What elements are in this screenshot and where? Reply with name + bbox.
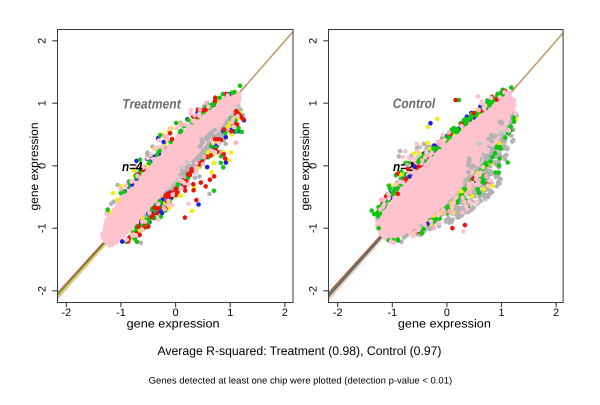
svg-text:-2: -2 xyxy=(61,307,71,319)
svg-text:-2: -2 xyxy=(333,307,343,319)
svg-text:-1: -1 xyxy=(308,223,320,233)
svg-text:0: 0 xyxy=(444,307,450,319)
svg-text:Treatment: Treatment xyxy=(122,97,181,112)
svg-text:2: 2 xyxy=(37,38,49,44)
svg-text:gene expression: gene expression xyxy=(27,123,41,211)
svg-text:Control: Control xyxy=(393,96,437,111)
svg-text:0: 0 xyxy=(308,163,320,169)
svg-text:2: 2 xyxy=(282,307,288,319)
svg-text:1: 1 xyxy=(37,100,49,106)
svg-text:Genes detected at least one ch: Genes detected at least one chip were pl… xyxy=(149,375,453,385)
svg-text:-2: -2 xyxy=(308,286,320,296)
svg-text:1: 1 xyxy=(498,307,504,319)
svg-text:n=2: n=2 xyxy=(393,159,414,174)
svg-text:0: 0 xyxy=(173,307,179,319)
svg-text:-2: -2 xyxy=(37,286,49,296)
svg-text:gene expression: gene expression xyxy=(298,123,312,211)
svg-text:-1: -1 xyxy=(387,307,397,319)
svg-text:-1: -1 xyxy=(116,307,126,319)
svg-text:1: 1 xyxy=(227,307,233,319)
svg-text:-1: -1 xyxy=(37,223,49,233)
svg-text:gene expression: gene expression xyxy=(398,317,491,331)
svg-text:1: 1 xyxy=(308,100,320,106)
svg-text:0: 0 xyxy=(37,163,49,169)
svg-text:Average R-squared: Treatment (: Average R-squared: Treatment (0.98), Con… xyxy=(158,344,442,358)
svg-text:gene expression: gene expression xyxy=(127,317,220,331)
svg-text:2: 2 xyxy=(553,307,559,319)
svg-text:n=4: n=4 xyxy=(122,159,143,174)
svg-text:2: 2 xyxy=(308,38,320,44)
